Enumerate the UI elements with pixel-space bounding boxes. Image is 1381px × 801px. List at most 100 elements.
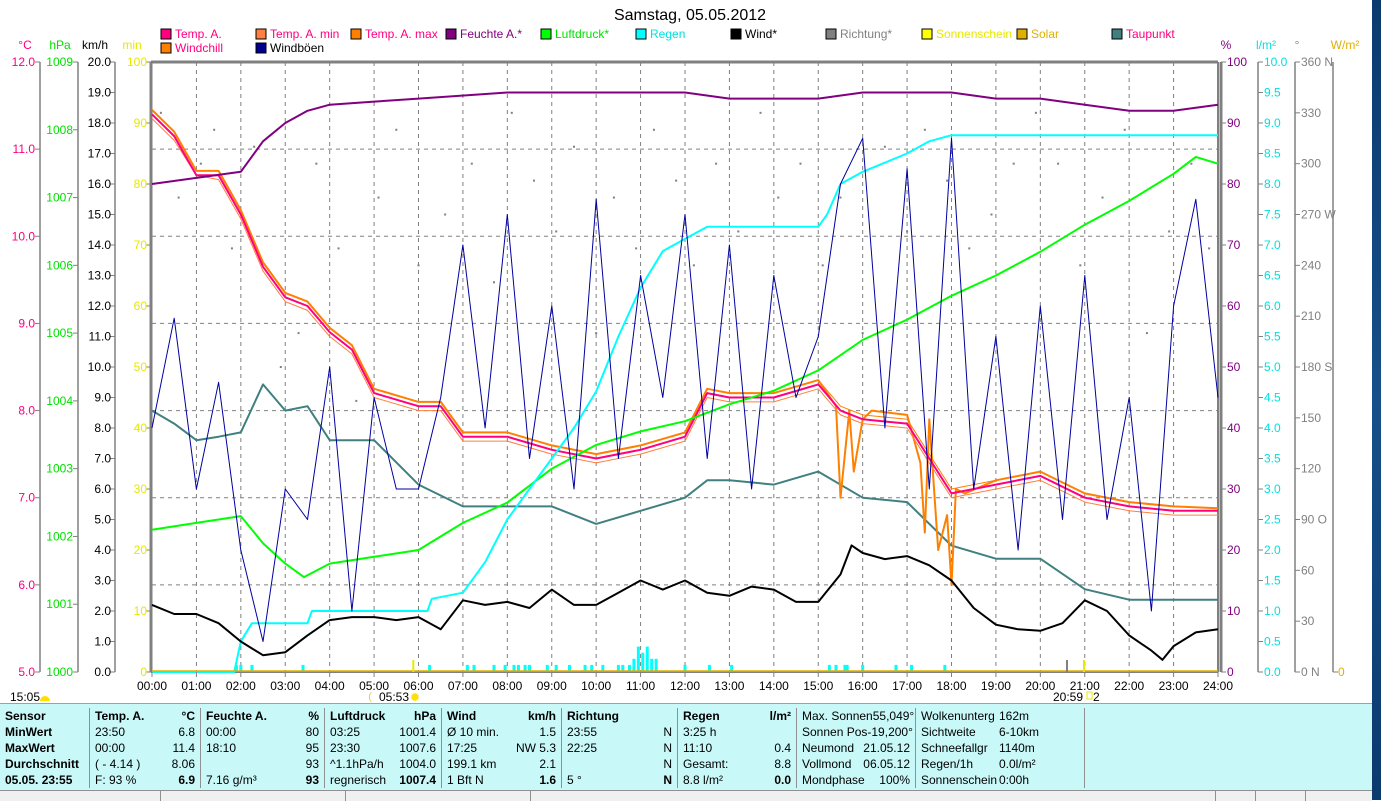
axis-tick-label: 11.0 <box>13 142 36 156</box>
info-label: Max. Sonnen <box>802 708 873 724</box>
axis-tick-label: 16.0 <box>88 177 112 191</box>
axis-tick-label: 1.0 <box>94 635 111 649</box>
rain-event-bar <box>493 665 496 671</box>
rain-event-bar <box>861 665 864 671</box>
time-label: 09:00 <box>537 679 567 693</box>
info-label: Neumond <box>802 740 863 756</box>
axis-tick-label: 270 W <box>1301 208 1336 222</box>
axis-tick-label: 18.0 <box>88 116 112 130</box>
direction-dot <box>511 112 513 114</box>
legend-swatch <box>446 29 456 39</box>
axis-solar: W/m²0 <box>1331 38 1360 679</box>
direction-dot <box>1057 163 1059 165</box>
cell-label: regnerisch <box>330 772 386 788</box>
axis-tick-label: 15.0 <box>88 208 112 222</box>
table-row: Durchschnitt <box>5 756 84 772</box>
direction-dot <box>715 163 717 165</box>
axis-tick-label: 9.0 <box>18 316 35 330</box>
axis-tick-label: 60 <box>1227 299 1241 313</box>
axis-tick-label: 1002 <box>46 529 73 543</box>
direction-dot <box>1079 264 1081 266</box>
direction-dot <box>471 163 473 165</box>
direction-dot <box>1146 332 1148 334</box>
info-label: Sonnenschein <box>921 772 999 788</box>
axis-tick-label: 180 S <box>1301 360 1332 374</box>
legend-label: Wind* <box>745 27 777 41</box>
direction-dot <box>884 146 886 148</box>
axis-tick-label: 0 <box>1227 665 1234 679</box>
axis-tick-label: 12.0 <box>88 299 112 313</box>
cell-value: 1004.0 <box>399 756 436 772</box>
header-label: Regen <box>683 708 720 724</box>
rain-event-bar <box>894 665 897 671</box>
axis-tick-label: 0 N <box>1301 665 1320 679</box>
legend-swatch <box>351 29 361 39</box>
time-label: 08:00 <box>492 679 522 693</box>
axis-unit-label: % <box>1221 38 1232 52</box>
table-row: MinWert <box>5 724 84 740</box>
axis-tick-label: 10.0 <box>88 360 112 374</box>
axis-tick-label: 70 <box>134 238 148 252</box>
table-row: 5 °N <box>567 772 672 788</box>
legend-label: Regen <box>650 27 685 41</box>
direction-dot <box>1190 163 1192 165</box>
axis-tick-label: 1000 <box>46 665 73 679</box>
info-value: 1140m <box>999 740 1035 756</box>
header-unit: °C <box>182 708 195 724</box>
table-row: 3:25 h <box>683 724 791 740</box>
cell-label: 23:55 <box>567 724 597 740</box>
rain-event-bar <box>730 665 733 671</box>
cell-label: MaxWert <box>5 740 55 756</box>
direction-dot <box>493 281 495 283</box>
rain-event-bar <box>473 665 476 671</box>
axis-hpa: hPa1009100810071006100510041003100210011… <box>46 38 78 679</box>
axis-tick-label: 1006 <box>46 258 73 272</box>
direction-dot <box>1208 247 1210 249</box>
direction-dot <box>533 180 535 182</box>
axis-tick-label: 3.5 <box>1264 452 1281 466</box>
axis-tick-label: 2.0 <box>94 604 111 618</box>
legend-label: Sonnenschein <box>936 27 1012 41</box>
cell-label: 05.05. 23:55 <box>5 772 72 788</box>
moon-icon <box>40 696 50 701</box>
time-label: 04:00 <box>315 679 345 693</box>
cell-value: N <box>663 740 672 756</box>
axis-kmh: km/h20.019.018.017.016.015.014.013.012.0… <box>82 38 115 679</box>
cell-label: MinWert <box>5 724 52 740</box>
axis-tick-label: 12.0 <box>12 55 36 69</box>
time-label: 23:00 <box>1159 679 1189 693</box>
axis-tick-label: 10 <box>134 604 148 618</box>
legend-label: Richtung* <box>840 27 892 41</box>
time-label: 11:00 <box>626 679 655 693</box>
info-label: Sichtweite <box>921 724 999 740</box>
sunset-icon <box>1087 692 1092 699</box>
axis-tick-label: 3.0 <box>94 574 111 588</box>
rain-event-bar <box>828 665 831 671</box>
cell-value: N <box>663 724 672 740</box>
header-label: Wind <box>447 708 476 724</box>
axis-unit-label: hPa <box>49 38 71 52</box>
rain-event-bar <box>641 653 644 671</box>
axis-tick-label: 2.0 <box>1264 543 1281 557</box>
axis-tick-label: 20 <box>134 543 148 557</box>
direction-dot <box>777 197 779 199</box>
axis-unit-label: l/m² <box>1256 38 1276 52</box>
direction-dot <box>298 332 300 334</box>
rain-event-bar <box>910 665 913 671</box>
cell-value: 0.0 <box>774 772 791 788</box>
axis-tick-label: 50 <box>134 360 148 374</box>
cell-label: 8.8 l/m² <box>683 772 723 788</box>
axis-tick-label: 6.0 <box>1264 299 1281 313</box>
time-label: 07:00 <box>448 679 478 693</box>
legend-label: Luftdruck* <box>555 27 609 41</box>
time-label: 20:00 <box>1025 679 1055 693</box>
axis-tick-label: 0.5 <box>1264 635 1281 649</box>
rain-event-bar <box>590 665 593 671</box>
